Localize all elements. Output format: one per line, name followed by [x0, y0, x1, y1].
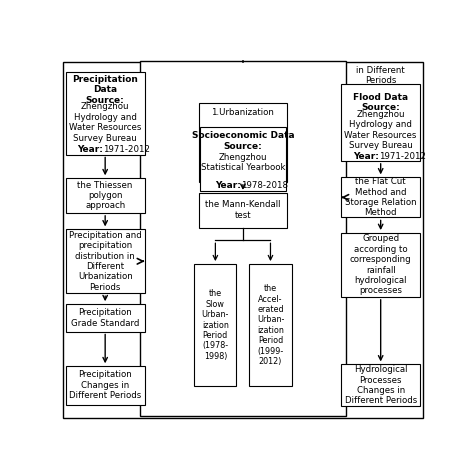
Text: Socioeconomic Data
Source:: Socioeconomic Data Source: [191, 131, 294, 151]
Text: Precipitation
Data
Source:: Precipitation Data Source: [72, 75, 138, 105]
Text: Year:: Year: [353, 152, 379, 161]
FancyBboxPatch shape [66, 366, 145, 404]
FancyBboxPatch shape [341, 177, 420, 218]
Text: the Flat Cut
Method and
Storage Relation
Method: the Flat Cut Method and Storage Relation… [345, 177, 417, 218]
Text: Precipitation and
precipitation
distribution in
Different
Urbanization
Periods: Precipitation and precipitation distribu… [69, 231, 142, 292]
Text: 1.Urbanization: 1.Urbanization [211, 108, 274, 117]
Text: the Thiessen
polygon
approach: the Thiessen polygon approach [77, 181, 133, 210]
Text: 1978-2018: 1978-2018 [241, 181, 288, 190]
Text: Year:: Year: [215, 181, 241, 190]
Text: Zhengzhou
Hydrology and
Water Resources
Survey Bureau: Zhengzhou Hydrology and Water Resources … [345, 110, 417, 150]
FancyBboxPatch shape [66, 73, 145, 155]
Text: Flood Data
Source:: Flood Data Source: [353, 93, 408, 112]
FancyBboxPatch shape [140, 61, 346, 416]
Text: Zhengzhou
Statistical Yearbook: Zhengzhou Statistical Yearbook [201, 153, 285, 173]
Text: 1971-2012: 1971-2012 [379, 152, 426, 161]
Text: Year:: Year: [77, 146, 103, 155]
Text: Zhengzhou
Hydrology and
Water Resources
Survey Bureau: Zhengzhou Hydrology and Water Resources … [69, 102, 141, 143]
Text: the
Slow
Urban-
ization
Period
(1978-
1998): the Slow Urban- ization Period (1978- 19… [201, 290, 229, 361]
FancyBboxPatch shape [341, 233, 420, 297]
Text: the
Accel-
erated
Urban-
ization
Period
(1999-
2012): the Accel- erated Urban- ization Period … [257, 284, 284, 366]
FancyBboxPatch shape [341, 84, 420, 161]
FancyBboxPatch shape [201, 127, 285, 191]
Text: Grouped
according to
corresponding
rainfall
hydrological
processes: Grouped according to corresponding rainf… [350, 235, 411, 295]
FancyBboxPatch shape [199, 193, 287, 228]
FancyBboxPatch shape [249, 264, 292, 386]
Text: Precipitation
Grade Standard: Precipitation Grade Standard [71, 308, 139, 328]
FancyBboxPatch shape [341, 365, 420, 406]
FancyBboxPatch shape [66, 229, 145, 293]
Text: in Different
Periods: in Different Periods [356, 66, 405, 85]
FancyBboxPatch shape [63, 63, 423, 418]
Text: the Mann-Kendall
test: the Mann-Kendall test [205, 201, 281, 220]
FancyBboxPatch shape [66, 304, 145, 331]
FancyBboxPatch shape [194, 264, 237, 386]
FancyBboxPatch shape [66, 178, 145, 213]
Text: Precipitation
Changes in
Different Periods: Precipitation Changes in Different Perio… [69, 371, 141, 400]
Text: 1971-2012: 1971-2012 [103, 146, 150, 155]
Text: Hydrological
Processes
Changes in
Different Periods: Hydrological Processes Changes in Differ… [345, 365, 417, 405]
FancyBboxPatch shape [199, 103, 287, 182]
